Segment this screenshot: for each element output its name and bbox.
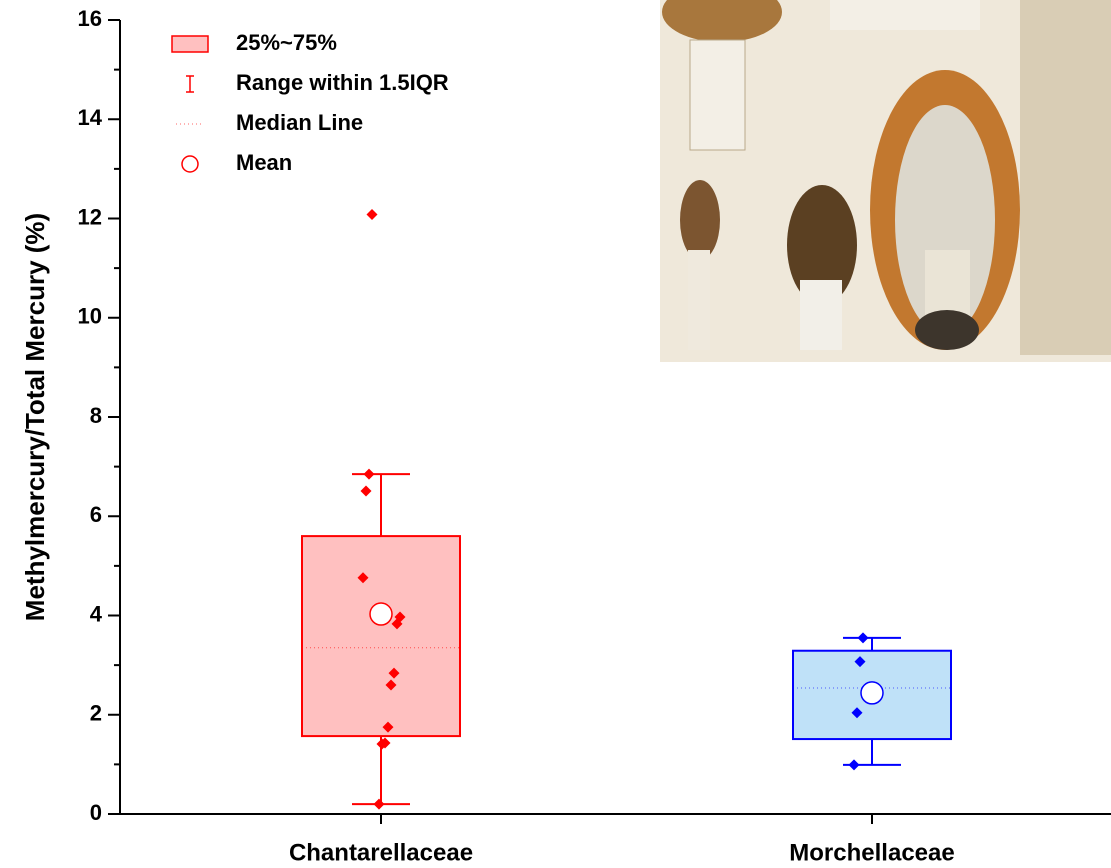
data-point [854,656,866,668]
data-point [376,738,388,750]
y-tick-label: 14 [78,105,103,130]
y-tick-label: 0 [90,800,102,825]
data-point [385,679,397,691]
data-point [848,759,860,771]
y-tick-label: 6 [90,502,102,527]
data-point [360,485,372,497]
legend-swatch [171,35,209,53]
data-point [357,572,369,584]
y-tick-label: 8 [90,403,102,428]
data-point [388,667,400,679]
legend-mean [181,155,199,173]
box [301,535,461,738]
data-point [382,721,394,733]
legend-label: Median Line [236,110,363,135]
data-point [851,707,863,719]
data-point [363,468,375,480]
illustration [660,0,1111,362]
mean-marker [369,602,393,626]
y-tick-label: 16 [78,6,102,31]
data-point [366,209,378,221]
y-tick-label: 2 [90,701,102,726]
data-point [391,618,403,630]
y-axis-label: Methylmercury/Total Mercury (%) [20,213,50,621]
legend-label: 25%~75% [236,30,337,55]
x-tick-label: Morchellaceae [789,839,954,866]
y-tick-label: 10 [78,304,102,329]
mean-marker [860,681,884,705]
y-tick-label: 12 [78,204,102,229]
data-point [857,632,869,644]
y-tick-label: 4 [90,601,103,626]
data-point [373,798,385,810]
legend-label: Mean [236,150,292,175]
x-tick-label: Chantarellaceae [289,839,473,866]
legend-label: Range within 1.5IQR [236,70,449,95]
